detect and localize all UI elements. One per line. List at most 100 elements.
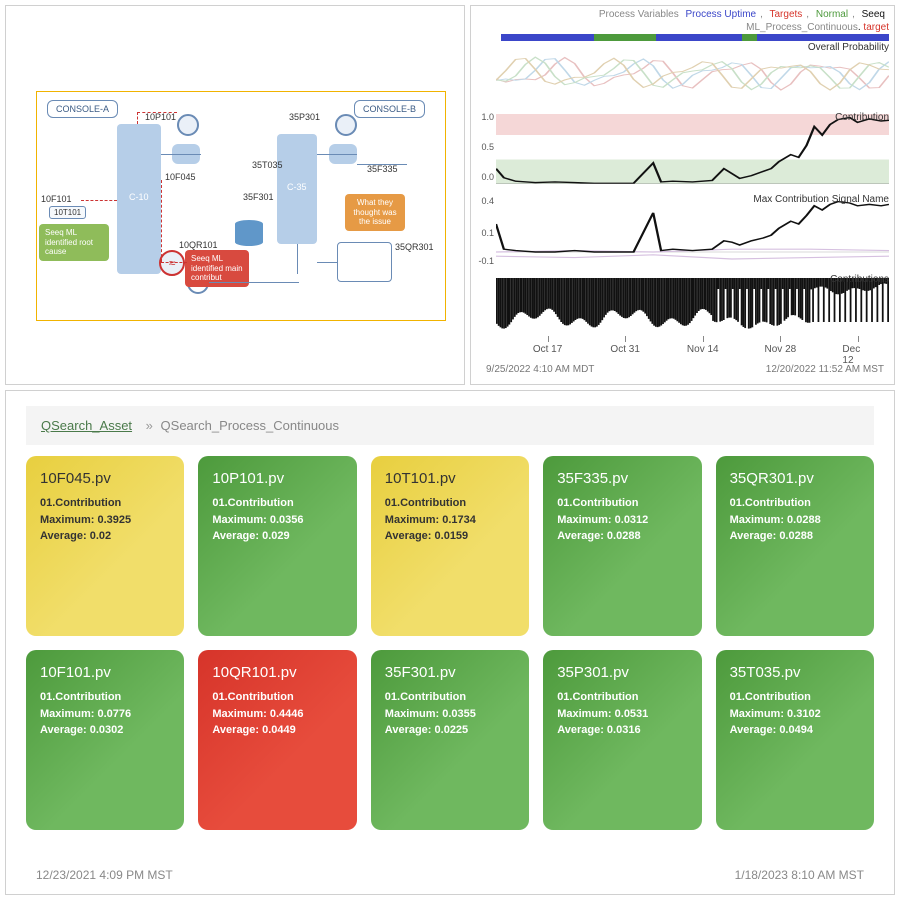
ytick: 0.4 [476,196,494,206]
x-tick: Nov 14 [687,344,719,355]
flow-line [137,112,138,124]
legend-uptime: Process Uptime [686,9,761,20]
x-tick: Dec 12 [842,344,873,366]
tile-avg: Average: 0.0288 [557,528,687,545]
chart-contributions-bars [496,278,889,333]
breadcrumb: QSearch_Asset » QSearch_Process_Continuo… [26,406,874,445]
label-35qr301: 35QR301 [395,242,434,252]
tile-title: 35T035.pv [730,664,860,681]
proc-line [297,244,298,274]
tile-max: Maximum: 0.0356 [212,512,342,529]
proc-line [357,164,407,165]
tile-avg: Average: 0.0159 [385,528,515,545]
label-35f335: 35F335 [367,164,398,174]
tile-contrib-label: 01.Contribution [557,495,687,512]
legend-targets: Targets [769,9,806,20]
tile-35QR301-pv[interactable]: 35QR301.pv01.ContributionMaximum: 0.0288… [716,456,874,636]
label-contributions-bars: Contributions [830,274,889,285]
tile-10QR101-pv[interactable]: 10QR101.pv01.ContributionMaximum: 0.4446… [198,650,356,830]
tile-contrib-label: 01.Contribution [40,689,170,706]
tile-10F101-pv[interactable]: 10F101.pv01.ContributionMaximum: 0.0776A… [26,650,184,830]
tile-10P101-pv[interactable]: 10P101.pv01.ContributionMaximum: 0.0356A… [198,456,356,636]
tile-avg: Average: 0.0288 [730,528,860,545]
label-10f101: 10F101 [41,194,72,204]
process-diagram-panel: CONSOLE-A CONSOLE-B C-10 C-35 ≈ 10P101 1… [5,5,465,385]
column-c35-label: C-35 [287,182,307,192]
pump-10p101 [177,114,199,136]
tile-title: 10QR101.pv [212,664,342,681]
proc-line [317,154,357,155]
tile-35P301-pv[interactable]: 35P301.pv01.ContributionMaximum: 0.0531A… [543,650,701,830]
label-contribution: Contribution [835,112,889,123]
x-tick: Nov 28 [765,344,797,355]
flow-line [137,112,177,113]
ml-label: ML_Process_Continuous. target [746,22,889,33]
column-c10-label: C-10 [129,192,149,202]
tile-10F045-pv[interactable]: 10F045.pv01.ContributionMaximum: 0.3925A… [26,456,184,636]
ytick: 0.0 [476,172,494,182]
uptime-strip [501,34,889,41]
tile-title: 35QR301.pv [730,470,860,487]
tile-contrib-label: 01.Contribution [385,495,515,512]
tile-title: 35F335.pv [557,470,687,487]
tile-max: Maximum: 0.1734 [385,512,515,529]
tile-contrib-label: 01.Contribution [730,495,860,512]
note-orange: What they thought was the issue [345,194,405,231]
tile-35F301-pv[interactable]: 35F301.pv01.ContributionMaximum: 0.0355A… [371,650,529,830]
breadcrumb-sep: » [142,418,157,433]
sensor-10qr101: ≈ [159,250,185,276]
tile-max: Maximum: 0.4446 [212,706,342,723]
timerange-left: 9/25/2022 4:10 AM MDT [486,364,594,375]
console-b-label: CONSOLE-B [354,100,425,118]
tile-max: Maximum: 0.3102 [730,706,860,723]
x-axis: Oct 17Oct 31Nov 14Nov 28Dec 12 [501,344,889,360]
tile-avg: Average: 0.029 [212,528,342,545]
pump-35p301 [335,114,357,136]
tile-35F335-pv[interactable]: 35F335.pv 01.ContributionMaximum: 0.0312A… [543,456,701,636]
tile-10T101-pv[interactable]: 10T101.pv01.ContributionMaximum: 0.1734A… [371,456,529,636]
ytick: 1.0 [476,112,494,122]
proc-line [209,282,299,283]
tile-title: 35P301.pv [557,664,687,681]
uptime-segment [594,34,656,41]
tiles-footer-left: 12/23/2021 4:09 PM MST [36,868,173,882]
tile-contrib-label: 01.Contribution [557,689,687,706]
flow-line [161,262,187,263]
tile-avg: Average: 0.0225 [385,722,515,739]
tiles-footer-right: 1/18/2023 8:10 AM MST [735,868,864,882]
ytick: 0.1 [476,228,494,238]
legend-pv: Process Variables [599,9,683,20]
tile-grid: 10F045.pv01.ContributionMaximum: 0.3925A… [26,456,874,830]
tile-max: Maximum: 0.0776 [40,706,170,723]
tile-max: Maximum: 0.0531 [557,706,687,723]
uptime-segment [501,34,594,41]
uptime-segment [757,34,889,41]
chart-overall-prob [496,46,889,101]
tile-max: Maximum: 0.0355 [385,706,515,723]
breadcrumb-root[interactable]: QSearch_Asset [41,418,138,433]
breadcrumb-current: QSearch_Process_Continuous [161,418,340,433]
tile-max: Maximum: 0.3925 [40,512,170,529]
chart-max-signal [496,196,889,266]
proc-line [161,154,201,155]
tile-contrib-label: 01.Contribution [40,495,170,512]
label-max-signal: Max Contribution Signal Name [753,194,889,205]
label-10qr101: 10QR101 [179,240,218,250]
flow-line [81,200,117,201]
ytick: -0.1 [476,256,494,266]
tile-avg: Average: 0.0494 [730,722,860,739]
label-35t035: 35T035 [252,160,283,170]
chart-legend: Process Variables Process Uptime, Target… [599,9,889,20]
tile-avg: Average: 0.02 [40,528,170,545]
tile-avg: Average: 0.0302 [40,722,170,739]
tile-max: Maximum: 0.0312 [557,512,687,529]
x-tick: Oct 31 [610,344,639,355]
tile-panel: QSearch_Asset » QSearch_Process_Continuo… [5,390,895,895]
tile-title: 10P101.pv [212,470,342,487]
flow-line [161,180,162,262]
tile-contrib-label: 01.Contribution [730,689,860,706]
tile-35T035-pv[interactable]: 35T035.pv 01.ContributionMaximum: 0.3102A… [716,650,874,830]
hx-35qr301 [337,242,392,282]
uptime-segment [656,34,741,41]
proc-line [317,262,337,263]
